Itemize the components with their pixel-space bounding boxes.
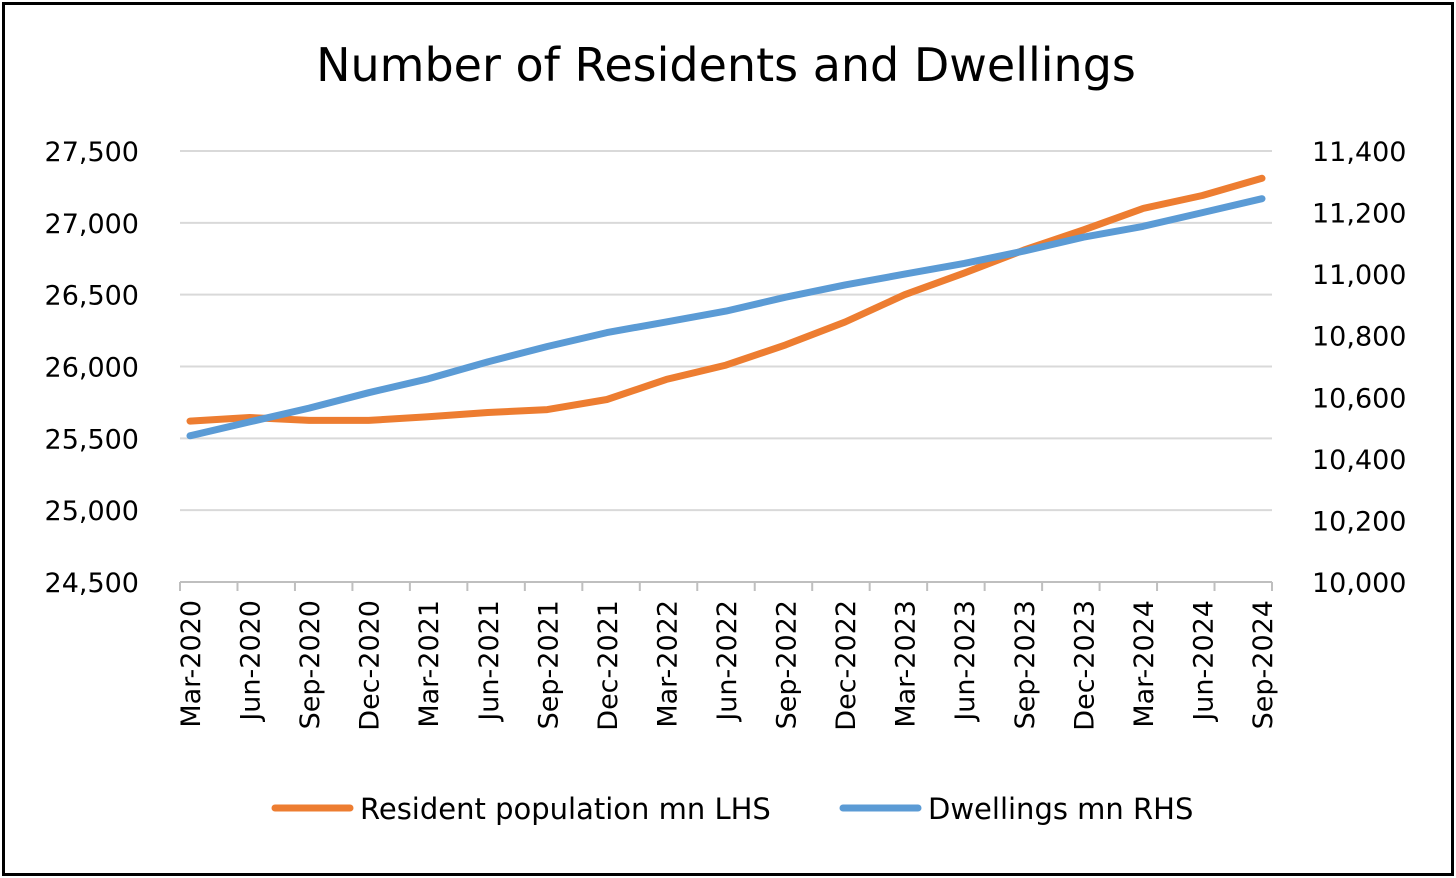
left-y-tick-label: 25,000: [45, 496, 139, 527]
x-tick-label: Dec-2023: [1069, 600, 1100, 731]
right-y-tick-label: 11,200: [1312, 199, 1406, 230]
x-tick-label: Mar-2023: [891, 600, 922, 728]
x-tick-label: Jun-2022: [712, 600, 743, 723]
legend: Resident population mn LHS Dwellings mn R…: [271, 792, 1193, 826]
right-y-tick-label: 11,000: [1312, 260, 1406, 291]
series-line: [186, 174, 1266, 425]
left-y-tick-label: 27,000: [45, 209, 139, 240]
x-tick-label: Dec-2020: [355, 600, 386, 731]
x-tick-label: Sep-2022: [772, 600, 803, 729]
right-y-tick-label: 10,800: [1312, 322, 1406, 353]
legend-label: Resident population mn LHS: [360, 792, 771, 826]
left-y-tick-label: 25,500: [45, 424, 139, 455]
x-tick-label: Jun-2023: [950, 600, 981, 723]
x-tick-label: Mar-2021: [414, 600, 445, 728]
x-tick-label: Dec-2021: [593, 600, 624, 731]
chart-title: Number of Residents and Dwellings: [316, 38, 1136, 92]
right-y-axis-labels: 10,000 10,200 10,400 10,600 10,800 11,000 11,2…: [1312, 137, 1406, 599]
gridlines: [180, 150, 1272, 512]
left-y-tick-label: 27,500: [45, 137, 139, 168]
x-tick-label: Dec-2022: [831, 600, 862, 731]
x-axis: [179, 581, 1273, 591]
left-y-tick-label: 26,500: [45, 281, 139, 312]
right-y-tick-label: 11,400: [1312, 137, 1406, 168]
x-tick-label: Sep-2021: [533, 600, 564, 729]
x-tick-label: Jun-2021: [474, 600, 505, 723]
series-line: [186, 195, 1266, 440]
x-tick-label: Mar-2024: [1129, 600, 1160, 728]
x-tick-label: Sep-2020: [295, 600, 326, 729]
right-y-tick-label: 10,400: [1312, 445, 1406, 476]
x-tick-label: Sep-2024: [1248, 600, 1279, 729]
right-y-tick-label: 10,000: [1312, 568, 1406, 599]
x-tick-label: Jun-2024: [1188, 600, 1219, 723]
x-tick-label: Sep-2023: [1010, 600, 1041, 729]
x-tick-label: Jun-2020: [236, 600, 267, 723]
x-axis-labels: Mar-2020 Jun-2020 Sep-2020 Dec-2020 Mar-2021…: [176, 600, 1279, 731]
x-tick-label: Mar-2022: [652, 600, 683, 728]
left-y-axis-labels: 24,500 25,000 25,500 26,000 26,500 27,000 27,5…: [45, 137, 139, 599]
series-lines: [186, 174, 1266, 440]
left-y-tick-label: 26,000: [45, 353, 139, 384]
left-y-tick-label: 24,500: [45, 568, 139, 599]
x-tick-label: Mar-2020: [176, 600, 207, 728]
right-y-tick-label: 10,200: [1312, 506, 1406, 537]
right-y-tick-label: 10,600: [1312, 383, 1406, 414]
legend-label: Dwellings mn RHS: [928, 792, 1193, 826]
